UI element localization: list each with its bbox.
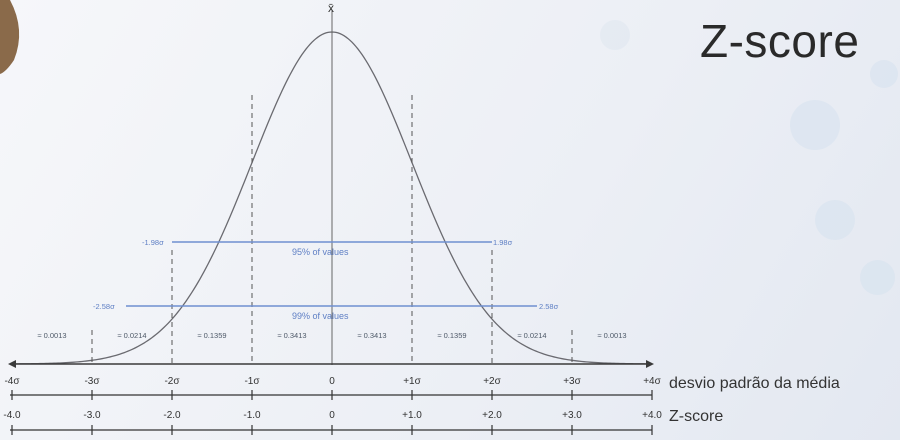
- band-99-left-label: -2.58σ: [93, 302, 115, 311]
- tick-label: +4σ: [643, 376, 661, 387]
- tick-label: -2.0: [163, 410, 181, 421]
- probability-label: ≈ 0.3413: [277, 331, 306, 340]
- tick-label: 0: [329, 376, 335, 387]
- z-tick-labels: -4.0 -3.0 -2.0 -1.0 0 +1.0 +2.0 +3.0 +4.0: [3, 410, 662, 421]
- probability-label: ≈ 0.0013: [597, 331, 626, 340]
- probability-labels: ≈ 0.0013 ≈ 0.0214 ≈ 0.1359 ≈ 0.3413 ≈ 0.3413…: [37, 331, 626, 340]
- tick-label: -1.0: [243, 410, 261, 421]
- tick-label: -4.0: [3, 410, 21, 421]
- tick-label: +3.0: [562, 410, 582, 421]
- z-bar-ticks: [11, 425, 653, 435]
- background-bokeh: [870, 60, 898, 88]
- sigma-bar-ticks: [11, 390, 653, 400]
- tick-label: +4.0: [642, 410, 662, 421]
- sigma-axis-caption: desvio padrão da média: [669, 375, 840, 392]
- probability-label: ≈ 0.1359: [197, 331, 226, 340]
- tick-label: +2σ: [483, 376, 501, 387]
- probability-label: ≈ 0.0214: [517, 331, 546, 340]
- tick-label: +2.0: [482, 410, 502, 421]
- tick-label: -2σ: [164, 376, 180, 387]
- slide-title: Z-score: [700, 15, 860, 67]
- tick-label: -4σ: [4, 376, 20, 387]
- tick-label: 0: [329, 410, 335, 421]
- band-95-right-label: 1.98σ: [493, 238, 513, 247]
- band-95: -1.98σ 1.98σ 95% of values: [142, 238, 513, 257]
- background-bokeh: [600, 20, 630, 50]
- mean-symbol: x̄: [328, 1, 334, 15]
- sigma-tick-labels: -4σ -3σ -2σ -1σ 0 +1σ +2σ +3σ +4σ: [4, 376, 661, 387]
- band-99-caption: 99% of values: [292, 311, 349, 321]
- sigma-dashed-lines: [91, 95, 573, 364]
- background-bokeh: [790, 100, 840, 150]
- tick-label: -1σ: [244, 376, 260, 387]
- probability-label: ≈ 0.1359: [437, 331, 466, 340]
- distribution-axis: [8, 360, 654, 368]
- band-95-left-label: -1.98σ: [142, 238, 164, 247]
- band-95-caption: 95% of values: [292, 247, 349, 257]
- tick-label: +3σ: [563, 376, 581, 387]
- background-bokeh: [815, 200, 855, 240]
- axis-arrow-right: [646, 360, 654, 368]
- bell-curve: [9, 31, 651, 365]
- band-99-right-label: 2.58σ: [539, 302, 559, 311]
- tick-label: +1.0: [402, 410, 422, 421]
- band-99: -2.58σ 2.58σ 99% of values: [93, 302, 559, 321]
- tick-label: -3.0: [83, 410, 101, 421]
- probability-label: ≈ 0.0013: [37, 331, 66, 340]
- z-axis-caption: Z-score: [669, 408, 723, 425]
- probability-label: ≈ 0.0214: [117, 331, 146, 340]
- probability-label: ≈ 0.3413: [357, 331, 386, 340]
- tick-label: -3σ: [84, 376, 100, 387]
- tick-label: +1σ: [403, 376, 421, 387]
- presenter-head: [0, 0, 20, 74]
- axis-arrow-left: [8, 360, 16, 368]
- background-bokeh: [860, 260, 895, 295]
